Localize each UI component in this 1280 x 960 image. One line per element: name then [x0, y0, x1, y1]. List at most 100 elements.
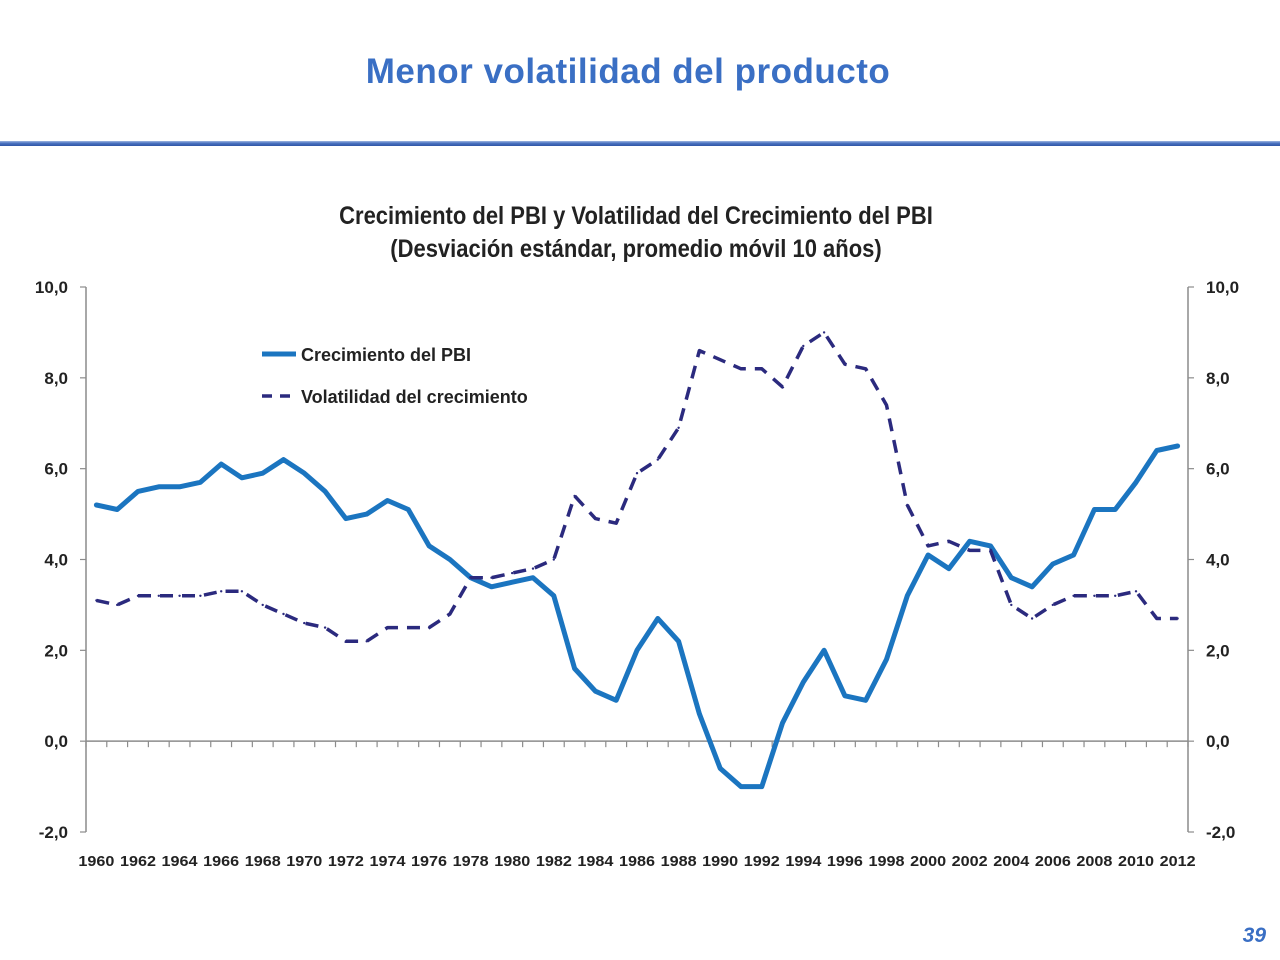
- data-point: [469, 576, 472, 579]
- x-tick-label: 1980: [494, 853, 530, 870]
- x-tick-label: 1960: [78, 853, 114, 870]
- data-point: [656, 458, 659, 461]
- data-point: [947, 567, 951, 570]
- data-point: [1030, 617, 1034, 620]
- x-tick-label: 1996: [827, 853, 863, 870]
- data-point: [282, 612, 285, 616]
- data-point: [594, 517, 597, 520]
- x-tick-label: 1982: [536, 853, 572, 870]
- x-tick-label: 2000: [910, 853, 946, 870]
- data-point: [240, 590, 244, 593]
- data-point: [1114, 594, 1117, 597]
- data-point: [739, 367, 743, 370]
- y-tick-label-right: -2,0: [1206, 823, 1235, 842]
- y-tick-label-right: 10,0: [1206, 278, 1239, 297]
- data-point: [698, 712, 701, 716]
- data-point: [95, 503, 98, 507]
- data-point: [739, 785, 743, 788]
- data-point: [157, 594, 160, 597]
- x-tick-label: 1990: [702, 853, 738, 870]
- data-point: [719, 358, 722, 361]
- series-line-volatilidad: [96, 330, 1178, 644]
- data-point: [323, 626, 327, 629]
- data-point: [552, 558, 555, 561]
- data-point: [885, 658, 888, 661]
- data-point: [906, 503, 909, 507]
- data-point: [864, 367, 867, 370]
- data-point: [136, 490, 140, 493]
- x-tick-label: 1984: [577, 853, 614, 870]
- data-point: [386, 499, 389, 502]
- data-point: [490, 576, 493, 579]
- data-point: [656, 617, 659, 620]
- series-line-crecimiento: [93, 443, 1181, 790]
- data-point: [116, 603, 119, 607]
- data-point: [1030, 585, 1034, 588]
- data-point: [635, 472, 639, 475]
- data-point: [615, 522, 618, 525]
- data-point: [822, 331, 826, 334]
- data-point: [1134, 590, 1138, 593]
- data-point: [843, 694, 847, 697]
- y-tick-label-right: 8,0: [1206, 369, 1230, 388]
- data-point: [573, 494, 576, 498]
- data-point: [531, 567, 535, 570]
- x-tick-label: 1974: [369, 853, 406, 870]
- data-point: [365, 512, 368, 516]
- data-point: [1134, 481, 1138, 484]
- legend-label: Volatilidad del crecimiento: [301, 387, 528, 407]
- chart-legend: Crecimiento del PBI Volatilidad del creci…: [262, 345, 528, 407]
- y-tick-label-left: 2,0: [44, 641, 68, 660]
- data-point: [220, 462, 223, 466]
- data-point: [427, 626, 431, 629]
- data-point: [843, 363, 847, 366]
- data-point: [947, 540, 951, 543]
- data-point: [1051, 603, 1055, 607]
- x-tick-label: 1988: [661, 853, 697, 870]
- data-point: [1051, 562, 1055, 566]
- data-point: [490, 585, 493, 588]
- data-point: [116, 508, 119, 511]
- chart-subtitle: (Desviación estándar, promedio móvil 10 …: [390, 235, 882, 263]
- data-point: [199, 481, 202, 484]
- data-point: [677, 426, 680, 429]
- x-tick-label: 1978: [453, 853, 489, 870]
- data-point: [365, 640, 368, 643]
- data-point: [1114, 508, 1117, 511]
- y-tick-label-left: -2,0: [39, 823, 68, 842]
- data-point: [427, 544, 431, 548]
- y-tick-label-left: 4,0: [44, 551, 68, 570]
- page-number: 39: [1242, 924, 1266, 947]
- chart-title-block: Crecimiento del PBI y Volatilidad del Cr…: [76, 200, 1195, 266]
- x-tick-label: 2004: [993, 853, 1030, 870]
- data-point: [760, 785, 763, 788]
- y-tick-label-left: 0,0: [44, 732, 68, 751]
- x-tick-label: 1976: [411, 853, 447, 870]
- data-point: [386, 626, 389, 629]
- data-point: [511, 571, 514, 575]
- data-point: [802, 680, 805, 684]
- data-point: [240, 476, 244, 479]
- data-point: [303, 472, 306, 475]
- data-point: [573, 667, 576, 670]
- x-tick-label: 1994: [785, 853, 822, 870]
- x-tick-label: 2008: [1076, 853, 1112, 870]
- data-point: [178, 485, 181, 488]
- chart-axes: -2,0 0,0 2,0 4,0 6,0 8,0 10,0 -2,0 0,0 2,0 4,0 6,0 8…: [35, 278, 1239, 870]
- data-point: [552, 594, 555, 597]
- x-tick-label: 2002: [952, 853, 988, 870]
- y-tick-label-left: 10,0: [35, 278, 68, 297]
- data-point: [448, 612, 452, 616]
- data-point: [1072, 553, 1075, 557]
- data-point: [199, 594, 202, 597]
- data-point: [635, 649, 639, 652]
- data-point: [781, 385, 784, 389]
- data-point: [802, 344, 805, 348]
- y-tick-label-left: 8,0: [44, 369, 68, 388]
- y-tick-label-right: 0,0: [1206, 732, 1230, 751]
- data-point: [926, 544, 930, 548]
- data-point: [906, 594, 909, 597]
- data-point: [1155, 617, 1159, 620]
- title-divider: [0, 141, 1280, 146]
